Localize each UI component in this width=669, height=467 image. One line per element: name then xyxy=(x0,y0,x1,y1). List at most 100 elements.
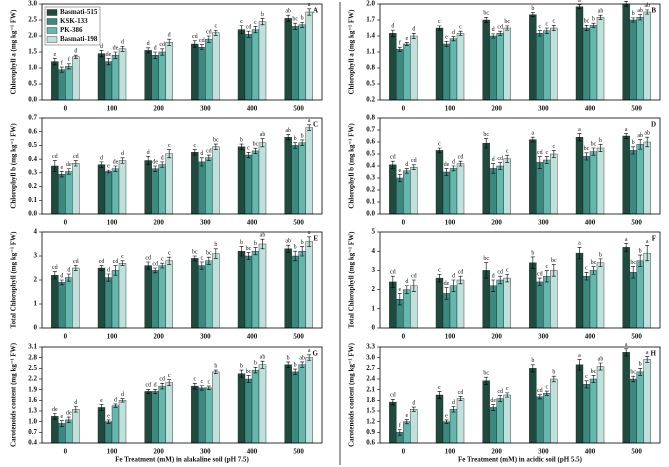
significance-letter: c xyxy=(506,386,509,392)
y-tick-label: 0.0 xyxy=(28,96,37,104)
error-bar xyxy=(300,361,305,368)
significance-letter: cd xyxy=(113,259,119,265)
bar xyxy=(550,153,558,215)
bar xyxy=(389,281,397,329)
significance-letter: cd xyxy=(145,255,151,261)
error-bar xyxy=(239,25,244,34)
x-tick-label: 500 xyxy=(293,105,304,113)
error-bar xyxy=(300,21,305,28)
significance-letter: de xyxy=(106,52,112,58)
significance-letter: bc xyxy=(630,260,636,266)
bar xyxy=(442,421,451,444)
significance-letter: b xyxy=(531,6,534,12)
bar xyxy=(622,135,630,215)
error-bar xyxy=(624,133,629,139)
y-tick-label: 3.0 xyxy=(28,0,37,8)
y-axis-label: Total Chlorophyll (mg kg⁻¹ FW) xyxy=(348,231,356,328)
x-tick-label: 500 xyxy=(631,333,642,341)
x-tick-label: 300 xyxy=(538,333,549,341)
error-bar xyxy=(286,134,291,141)
error-bar xyxy=(505,25,510,31)
y-tick-label: 0.3 xyxy=(366,174,375,182)
error-bar xyxy=(52,160,57,172)
significance-letter: cd xyxy=(458,155,464,161)
error-bar xyxy=(146,47,151,54)
bar xyxy=(596,17,605,101)
bar xyxy=(442,171,451,215)
bar xyxy=(536,396,544,444)
significance-letter: c xyxy=(585,374,588,380)
error-bar xyxy=(491,33,496,39)
significance-letter: bc xyxy=(246,246,252,252)
error-bar xyxy=(73,406,78,413)
error-bar xyxy=(458,30,463,36)
error-bar xyxy=(307,124,312,131)
y-tick-label: 0.4 xyxy=(28,439,37,447)
x-tick-label: 400 xyxy=(585,448,596,456)
bar xyxy=(482,270,490,329)
error-bar xyxy=(404,42,409,46)
bar xyxy=(389,164,397,215)
bar xyxy=(435,394,444,444)
significance-letter: c xyxy=(168,373,171,379)
x-tick-label: 100 xyxy=(107,448,118,456)
significance-letter: b xyxy=(240,137,243,143)
error-bar xyxy=(411,406,416,412)
significance-letter: d xyxy=(452,30,455,36)
error-bar xyxy=(239,369,244,378)
significance-letter: b xyxy=(592,17,595,23)
bar xyxy=(151,168,159,215)
x-tick-label: 400 xyxy=(247,219,258,227)
error-bar xyxy=(397,293,402,306)
bar xyxy=(489,35,497,101)
significance-letter: d xyxy=(154,45,157,51)
y-tick-label: 0.0 xyxy=(366,210,375,218)
significance-letter: d xyxy=(452,273,455,279)
significance-letter: b xyxy=(214,363,217,369)
significance-letter: cd xyxy=(497,389,503,395)
significance-letter: de xyxy=(152,159,158,165)
bar xyxy=(449,285,458,329)
x-tick-label: 500 xyxy=(631,219,642,227)
bar xyxy=(258,21,267,101)
error-bar xyxy=(591,147,596,156)
bar xyxy=(205,387,213,444)
error-bar xyxy=(505,392,510,398)
bar xyxy=(410,285,418,329)
significance-letter: ab xyxy=(260,233,266,239)
y-tick-label: 0.8 xyxy=(366,114,375,122)
error-bar xyxy=(451,279,456,292)
x-tick-label: 400 xyxy=(585,219,596,227)
significance-letter: bc xyxy=(213,137,219,143)
significance-letter: a xyxy=(308,118,311,124)
error-bar xyxy=(598,144,603,152)
error-bar xyxy=(397,429,402,436)
bar xyxy=(258,142,267,215)
significance-letter: ab xyxy=(637,8,643,14)
significance-letter: d xyxy=(168,33,171,39)
significance-letter: c xyxy=(193,377,196,383)
error-bar xyxy=(300,246,305,257)
significance-letter: e xyxy=(398,287,401,293)
bar xyxy=(158,51,166,101)
bar xyxy=(258,364,267,444)
y-tick-label: 5 xyxy=(372,228,376,236)
y-tick-label: 1.7 xyxy=(366,16,375,24)
error-bar xyxy=(253,26,258,34)
error-bar xyxy=(458,160,463,167)
error-bar xyxy=(239,246,244,257)
error-bar xyxy=(551,25,556,31)
bar xyxy=(543,393,551,444)
significance-letter: b xyxy=(531,250,534,256)
x-tick-label: 100 xyxy=(445,448,456,456)
bar xyxy=(643,359,651,444)
significance-letter: cd xyxy=(411,158,417,164)
significance-letter: a xyxy=(578,353,581,359)
error-bar xyxy=(192,255,197,262)
significance-letter: cd xyxy=(497,270,503,276)
error-bar xyxy=(66,168,71,175)
significance-letter: cd xyxy=(52,154,58,160)
bar xyxy=(543,30,551,101)
